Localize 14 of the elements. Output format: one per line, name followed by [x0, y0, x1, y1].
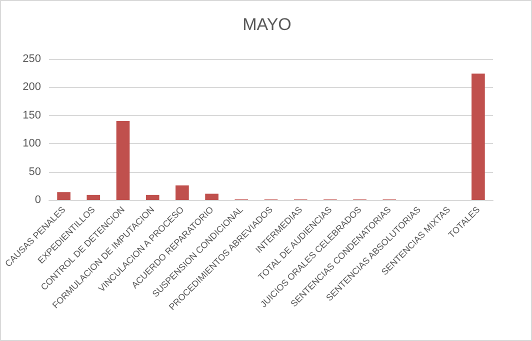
bar	[86, 194, 100, 200]
bar	[205, 194, 218, 200]
y-tick-label: 150	[22, 109, 41, 122]
bar	[146, 194, 160, 200]
y-tick-label: 0	[34, 194, 41, 206]
bar	[472, 74, 485, 200]
bar	[116, 121, 130, 200]
bar	[176, 185, 189, 200]
y-tick-label: 250	[22, 53, 41, 65]
bar	[57, 192, 70, 200]
y-tick-label: 100	[22, 138, 41, 150]
y-tick-label: 200	[22, 81, 41, 94]
y-tick-label: 50	[28, 166, 41, 178]
chart-title: MAYO	[242, 15, 292, 34]
